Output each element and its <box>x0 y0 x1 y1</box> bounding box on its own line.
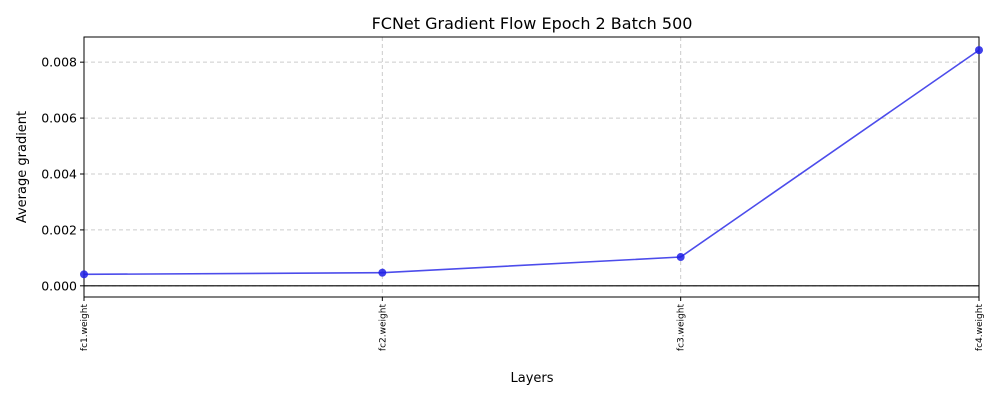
y-axis-label: Average gradient <box>15 111 30 223</box>
x-axis-label: Layers <box>510 371 553 386</box>
chart-title: FCNet Gradient Flow Epoch 2 Batch 500 <box>372 14 693 33</box>
y-tick-label-4: 0.008 <box>41 55 77 70</box>
y-tick-label-3: 0.006 <box>41 111 77 126</box>
x-tick-label-2: fc3.weight <box>677 304 687 352</box>
data-point-fc2-weight <box>378 268 387 277</box>
y-axis-ticks: 0.000 0.002 0.004 0.006 0.008 <box>41 55 84 293</box>
plot-frame <box>83 36 980 298</box>
y-tick-label-2: 0.004 <box>41 166 77 181</box>
series-layer <box>80 46 983 279</box>
x-tick-label-0: fc1.weight <box>80 304 90 352</box>
data-point-fc1-weight <box>80 270 88 279</box>
grid-lines <box>84 37 979 297</box>
y-tick-label-0: 0.000 <box>41 278 77 293</box>
y-tick-label-1: 0.002 <box>41 222 77 237</box>
data-point-fc4-weight <box>975 46 983 55</box>
series-line-0 <box>83 49 980 276</box>
x-tick-label-1: fc2.weight <box>378 304 388 352</box>
x-tick-label-3: fc4.weight <box>975 304 985 352</box>
x-axis-ticks: fc1.weight fc2.weight fc3.weight fc4.weight <box>80 297 985 351</box>
data-point-fc3-weight <box>676 253 685 262</box>
